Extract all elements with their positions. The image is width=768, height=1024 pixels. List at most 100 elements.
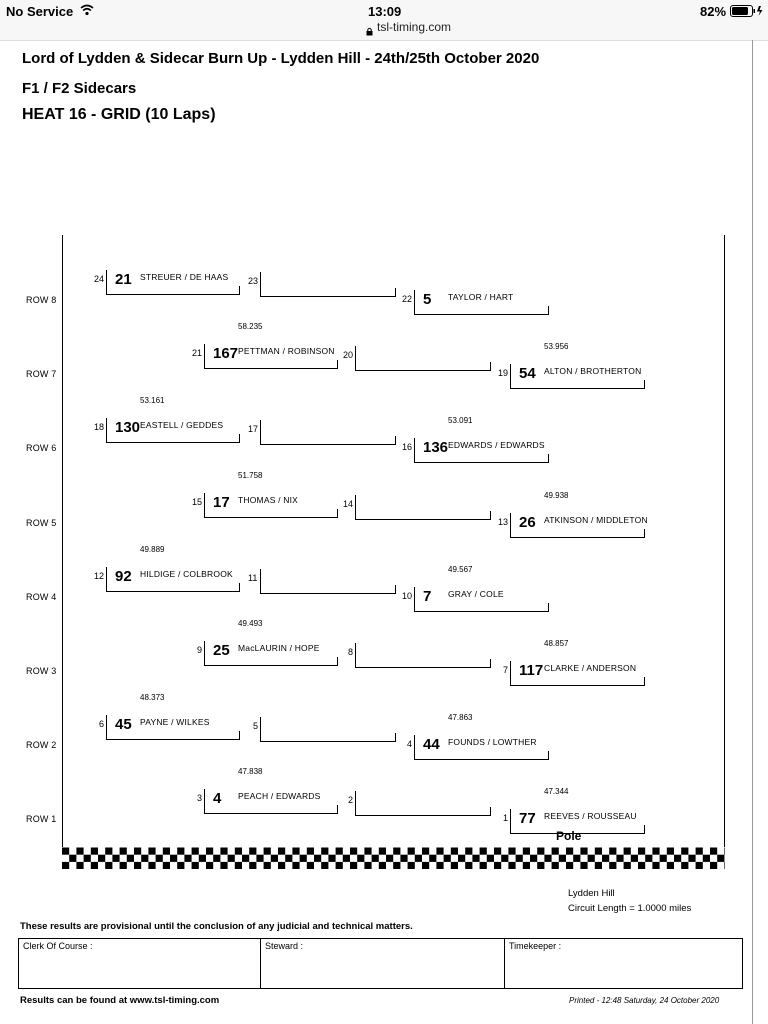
grid-slot-middle [355, 346, 491, 372]
flag-square [486, 854, 494, 862]
row-label: ROW 4 [26, 591, 57, 602]
flag-square [710, 847, 718, 855]
flag-square [306, 847, 314, 855]
battery-percent: 82% [700, 4, 727, 19]
flag-square [501, 854, 509, 862]
car-number: 167 [213, 345, 239, 363]
flag-square [76, 847, 84, 855]
flag-square [666, 861, 674, 870]
flag-square [342, 854, 350, 862]
flag-background [62, 847, 725, 869]
flag-square [530, 854, 538, 862]
car-number: 7 [423, 587, 432, 605]
flag-square [537, 847, 545, 855]
driver-names: GRAY / COLE [448, 588, 504, 599]
grid-slot-right [414, 735, 549, 761]
flag-square [393, 861, 401, 870]
flag-square [623, 861, 631, 870]
slot-tick [239, 434, 240, 444]
flag-square [220, 847, 228, 855]
flag-square [162, 847, 170, 855]
flag-square [465, 861, 473, 870]
grid-position: 22 [402, 294, 413, 304]
grid-position: 1 [503, 813, 509, 824]
url-field[interactable]: tsl-timing.com [377, 20, 452, 34]
flag-square [494, 847, 502, 855]
row-label: ROW 2 [26, 740, 57, 751]
slot-tick [644, 380, 645, 390]
flag-square [162, 861, 170, 870]
car-number: 4 [213, 790, 222, 808]
grid-position: 5 [253, 721, 259, 732]
grid-position: 7 [503, 665, 509, 675]
flag-square [566, 861, 574, 870]
qualifying-time: 53.161 [140, 396, 165, 406]
flag-square [126, 854, 134, 862]
flag-square [537, 861, 545, 870]
flag-square [350, 861, 358, 870]
flag-square [594, 847, 602, 855]
driver-names: EDWARDS / EDWARDS [448, 440, 545, 451]
flag-square [234, 861, 242, 870]
grid-position: 14 [343, 498, 354, 509]
flag-square [544, 854, 552, 862]
driver-names: TAYLOR / HART [448, 292, 514, 302]
flag-square [105, 847, 113, 855]
flag-square [450, 861, 458, 870]
flag-square [321, 847, 329, 855]
flag-square [609, 861, 617, 870]
grid-slot-left [106, 418, 240, 444]
row-label: ROW 8 [26, 295, 57, 305]
slot-tick [644, 825, 645, 835]
grid-slot-middle [260, 568, 396, 594]
flag-square [299, 854, 307, 862]
flag-square [587, 854, 595, 862]
qualifying-time: 49.493 [238, 619, 263, 628]
row-label: ROW 6 [26, 443, 57, 454]
row-label: ROW 1 [26, 814, 57, 825]
grid-slot-right [414, 290, 549, 315]
flag-square [602, 854, 610, 862]
flag-square [429, 854, 437, 862]
flag-square [98, 854, 106, 862]
qualifying-time: 48.857 [544, 639, 569, 648]
slot-tick [337, 805, 338, 815]
car-number: 54 [519, 365, 536, 383]
flag-square [702, 854, 710, 862]
driver-names: PEACH / EDWARDS [238, 791, 321, 802]
slot-tick [239, 582, 240, 592]
flag-square [573, 854, 581, 862]
slot-tick [548, 751, 549, 761]
flag-square [666, 847, 674, 855]
driver-names: REEVES / ROUSSEAU [544, 811, 637, 822]
grid-left-border [62, 235, 63, 847]
class-name: F1 / F2 Sidecars [22, 80, 137, 97]
slot-tick [644, 528, 645, 538]
flag-square [134, 861, 142, 870]
flag-square [436, 861, 444, 870]
qualifying-time: 53.956 [544, 342, 569, 352]
flag-square [170, 854, 178, 862]
driver-names: PETTMAN / ROBINSON [238, 346, 335, 357]
lock-icon [366, 23, 373, 41]
flag-square [724, 847, 732, 855]
qualifying-time: 53.091 [448, 416, 473, 426]
slot-tick [490, 807, 491, 817]
flag-square [508, 847, 516, 855]
results-link[interactable]: Results can be found at www.tsl-timing.c… [20, 995, 220, 1006]
grid-slot-middle [260, 717, 396, 743]
flag-square [206, 861, 214, 870]
grid-slot-right [510, 364, 645, 390]
grid-position: 2 [348, 795, 354, 806]
flag-square [522, 847, 530, 855]
flag-square [263, 861, 271, 870]
flag-square [674, 854, 682, 862]
clock: 13:09 [368, 4, 402, 19]
flag-square [62, 847, 70, 855]
flag-square [566, 847, 574, 855]
grid-slot-left [204, 641, 338, 666]
qualifying-time: 47.838 [238, 767, 263, 777]
slot-tick [490, 510, 491, 520]
grid-slot-right [510, 661, 645, 686]
slot-tick [337, 657, 338, 666]
